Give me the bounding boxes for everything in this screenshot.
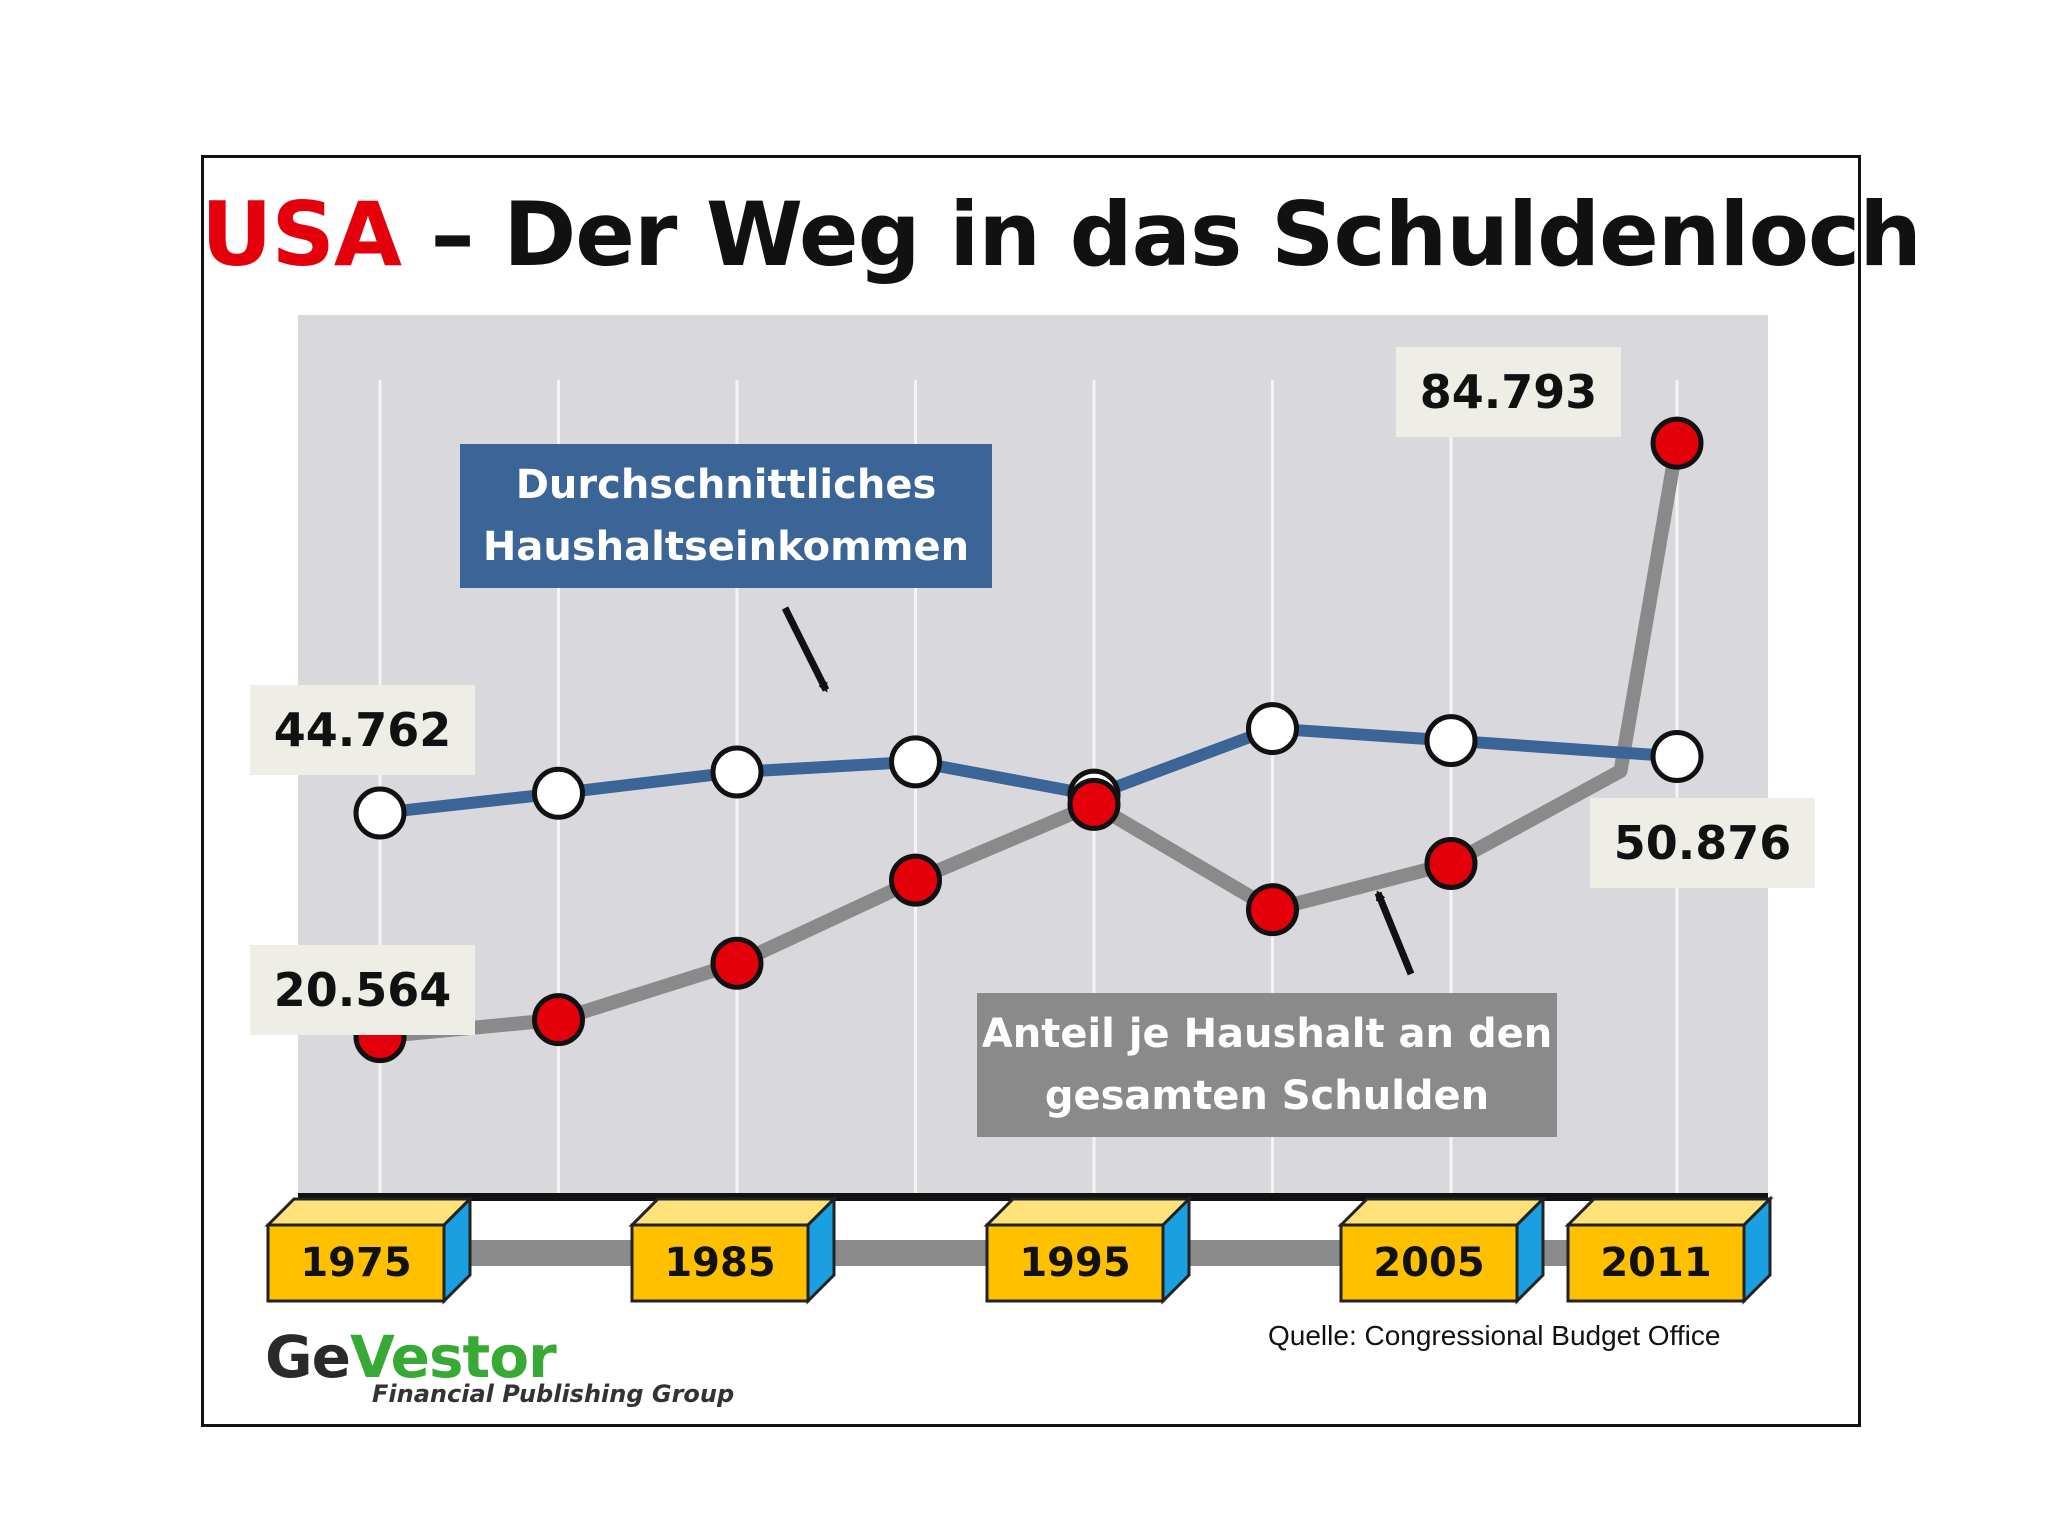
- year-box-top-2005: [1337, 1197, 1547, 1227]
- logo-subtitle: Financial Publishing Group: [372, 1380, 735, 1408]
- debt-point-1995: [1067, 777, 1121, 831]
- income-point-2000: [1246, 702, 1299, 756]
- debt-point-1990: [889, 853, 942, 907]
- timeline-connector-2: [821, 1240, 987, 1266]
- income-point-1990: [889, 735, 942, 789]
- year-box-front-1975: [266, 1223, 446, 1303]
- callout-debt-line-2: gesamten Schulden: [1044, 1073, 1490, 1119]
- callout-debt-line-1: Anteil je Haushalt an den: [981, 1011, 1553, 1057]
- debt-point-1980: [532, 993, 585, 1047]
- debt-point-2011: [1650, 416, 1704, 470]
- timeline-connector-1: [457, 1240, 632, 1266]
- timeline-connector-3: [1176, 1240, 1341, 1266]
- year-box-front-2005: [1339, 1223, 1519, 1303]
- title-highlight: USA: [201, 183, 402, 286]
- callout-income-line-2: Haushaltseinkommen: [482, 524, 970, 570]
- debt-point-2005: [1424, 836, 1478, 890]
- source-note: Quelle: Congressional Budget Office: [1268, 1320, 1721, 1351]
- year-box-top-1975: [264, 1197, 474, 1227]
- arrow-debt: [1374, 890, 1415, 976]
- x-tick-2005: 2005: [1373, 1240, 1485, 1286]
- year-box-top-1995: [983, 1197, 1193, 1227]
- logo-part-vestor: Vestor: [349, 1323, 557, 1391]
- series-markers: [353, 416, 1704, 1064]
- debt-point-1985: [710, 936, 764, 990]
- income-point-1980: [532, 766, 585, 820]
- income-point-1985: [710, 745, 764, 799]
- chart-title: USA – Der Weg in das Schuldenloch: [201, 180, 1922, 290]
- x-tick-1995: 1995: [1019, 1240, 1131, 1286]
- timeline-boxes: [264, 1195, 1774, 1305]
- label-debt-1975: 20.564: [250, 945, 475, 1035]
- series-line-income: [374, 722, 1683, 819]
- title-rest: – Der Weg in das Schuldenloch: [400, 183, 1922, 286]
- gevestor-logo: GeVestor: [265, 1322, 557, 1392]
- year-box-front-2011: [1566, 1223, 1746, 1303]
- year-box-front-1995: [985, 1223, 1165, 1303]
- label-income-2011: 50.876: [1590, 798, 1815, 888]
- x-tick-1985: 1985: [664, 1240, 776, 1286]
- label-debt-2011: 84.793: [1396, 347, 1621, 437]
- income-point-2005: [1424, 714, 1478, 768]
- year-box-top-2011: [1564, 1197, 1774, 1227]
- callout-income-line-1: Durchschnittliches: [515, 462, 937, 508]
- year-box-front-1985: [630, 1223, 810, 1303]
- callout-income: Durchschnittliches Haushaltseinkommen: [460, 444, 992, 588]
- annotation-arrows: [781, 606, 1415, 976]
- callout-debt: Anteil je Haushalt an den gesamten Schul…: [977, 993, 1557, 1137]
- x-tick-1975: 1975: [300, 1240, 412, 1286]
- x-tick-2011: 2011: [1600, 1240, 1712, 1286]
- arrow-income: [781, 606, 830, 693]
- debt-point-2000: [1246, 883, 1299, 937]
- year-box-top-1985: [628, 1197, 838, 1227]
- label-income-1975: 44.762: [250, 685, 475, 775]
- logo-part-ge: Ge: [265, 1323, 351, 1391]
- income-point-2011: [1650, 730, 1704, 784]
- timeline-connectors: [457, 1240, 1568, 1266]
- income-point-1975: [353, 786, 407, 840]
